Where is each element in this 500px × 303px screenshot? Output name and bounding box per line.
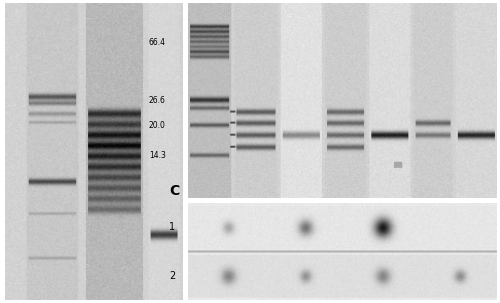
Text: 20.0: 20.0: [149, 121, 166, 130]
Text: 26.6: 26.6: [149, 96, 166, 105]
Text: 2: 2: [169, 271, 175, 281]
Text: C: C: [169, 184, 179, 198]
Text: 1: 1: [169, 222, 175, 232]
Text: 66.4: 66.4: [149, 38, 166, 47]
Text: 14.3: 14.3: [149, 151, 166, 160]
